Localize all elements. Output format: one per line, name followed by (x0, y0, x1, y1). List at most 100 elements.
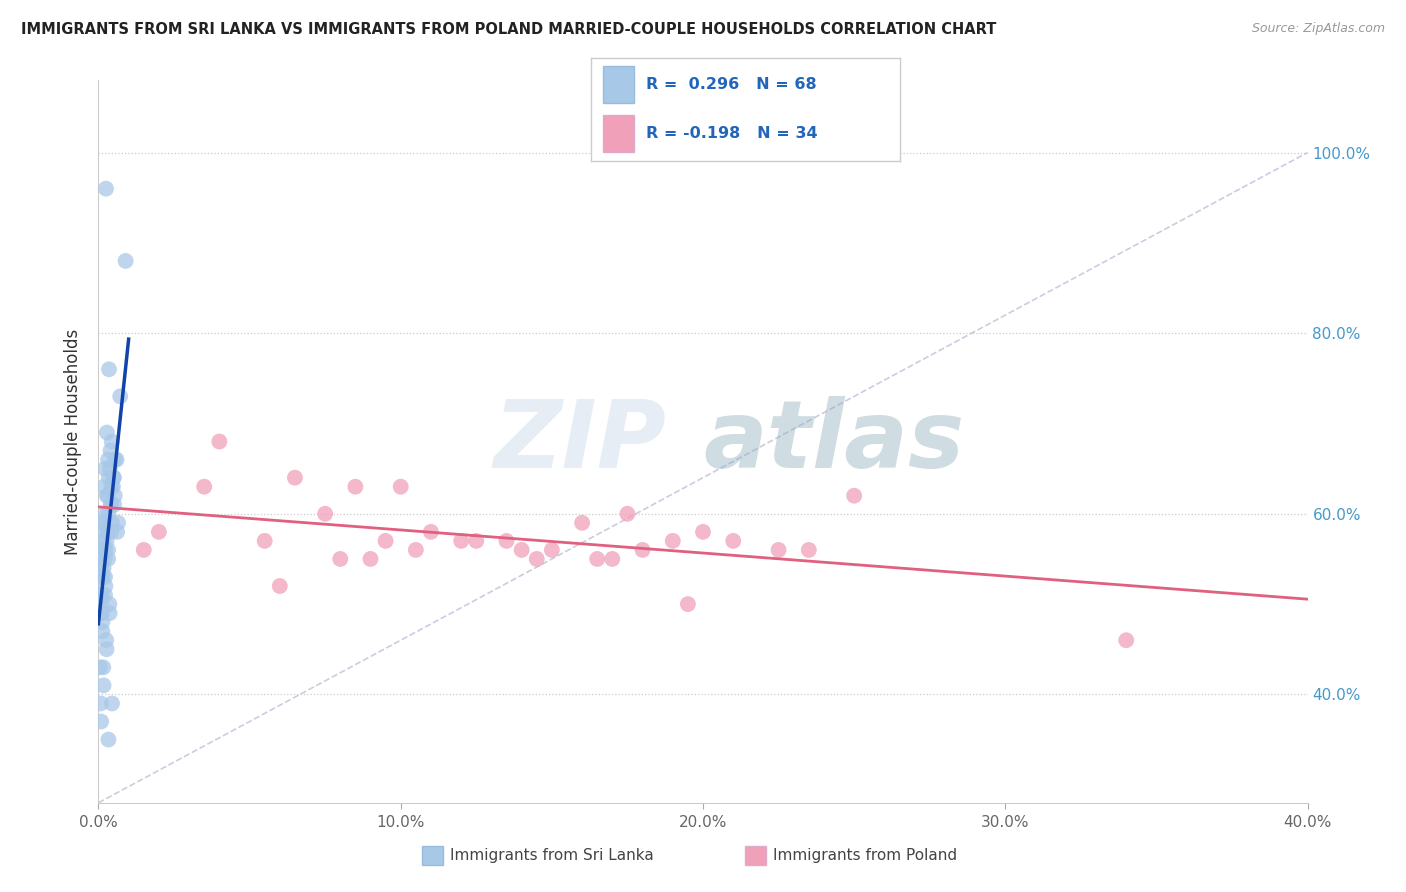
Point (98, 362, 121, 376)
Point (94, 552, 117, 566)
Point (208, 434, 231, 449)
Point (329, 552, 352, 566)
Point (314, 507, 336, 521)
Point (94, 461, 117, 475)
Point (1115, 633, 1137, 648)
Point (108, 389, 131, 403)
Point (90, 588, 112, 602)
Text: IMMIGRANTS FROM SRI LANKA VS IMMIGRANTS FROM POLAND MARRIED-COUPLE HOUSEHOLDS CO: IMMIGRANTS FROM SRI LANKA VS IMMIGRANTS … (21, 22, 997, 37)
Point (692, 524, 714, 539)
Point (91, 660, 114, 674)
Point (631, 542, 654, 557)
Point (97, 452, 120, 467)
Text: atlas: atlas (703, 395, 965, 488)
Point (284, 471, 307, 485)
Point (91, 606, 114, 620)
Point (89, 660, 111, 674)
Point (844, 489, 866, 503)
Point (93, 516, 115, 530)
Point (450, 533, 472, 548)
Point (344, 480, 367, 494)
Point (90, 570, 112, 584)
Point (586, 552, 609, 566)
Point (114, 253, 136, 268)
Point (107, 516, 129, 530)
Point (104, 489, 127, 503)
Point (616, 507, 638, 521)
Point (96, 533, 118, 548)
Point (526, 552, 548, 566)
Point (91, 570, 114, 584)
Text: R = -0.198   N = 34: R = -0.198 N = 34 (647, 127, 818, 142)
Text: Immigrants from Sri Lanka: Immigrants from Sri Lanka (450, 848, 654, 863)
Point (100, 516, 122, 530)
Point (90, 597, 112, 611)
FancyBboxPatch shape (603, 66, 634, 103)
Point (91, 533, 114, 548)
Point (768, 542, 790, 557)
Text: R =  0.296   N = 68: R = 0.296 N = 68 (647, 77, 817, 92)
Point (602, 552, 624, 566)
Point (91, 542, 114, 557)
Point (269, 579, 291, 593)
Point (93, 524, 115, 539)
Point (94, 588, 117, 602)
Point (98, 597, 121, 611)
Point (103, 471, 125, 485)
Point (465, 533, 488, 548)
Point (93, 678, 115, 692)
Point (89, 588, 111, 602)
Point (94, 579, 117, 593)
Point (661, 533, 683, 548)
Point (132, 542, 155, 557)
Point (96, 633, 118, 648)
Point (98, 606, 121, 620)
Point (91, 516, 114, 530)
Point (90, 606, 112, 620)
Point (389, 480, 412, 494)
Point (96, 642, 118, 657)
Point (360, 552, 382, 566)
Point (94, 542, 117, 557)
Text: ZIP: ZIP (494, 395, 666, 488)
Point (510, 542, 533, 557)
Point (420, 524, 443, 539)
Point (103, 498, 125, 512)
Point (94, 507, 117, 521)
Point (97, 507, 120, 521)
Point (96, 425, 118, 440)
Point (96, 489, 118, 503)
Point (100, 443, 122, 458)
Point (100, 480, 122, 494)
Point (676, 597, 699, 611)
Point (495, 533, 517, 548)
Point (100, 498, 122, 512)
Point (90, 714, 112, 729)
Point (103, 471, 125, 485)
Point (104, 452, 127, 467)
Point (97, 471, 120, 485)
Point (98, 461, 121, 475)
Point (90, 561, 112, 575)
Point (405, 542, 427, 557)
Point (101, 480, 124, 494)
Point (723, 533, 745, 548)
Point (105, 524, 128, 539)
Point (94, 181, 117, 195)
FancyBboxPatch shape (603, 115, 634, 153)
Point (91, 552, 114, 566)
Point (91, 624, 114, 639)
Point (100, 498, 122, 512)
Y-axis label: Married-couple Households: Married-couple Households (65, 328, 83, 555)
Point (148, 524, 170, 539)
Point (101, 697, 124, 711)
Point (93, 480, 115, 494)
Point (97, 542, 120, 557)
Point (193, 480, 215, 494)
Text: Source: ZipAtlas.com: Source: ZipAtlas.com (1251, 22, 1385, 36)
Point (105, 452, 128, 467)
Point (91, 615, 114, 630)
Point (93, 561, 115, 575)
Point (90, 542, 112, 557)
Point (797, 542, 820, 557)
